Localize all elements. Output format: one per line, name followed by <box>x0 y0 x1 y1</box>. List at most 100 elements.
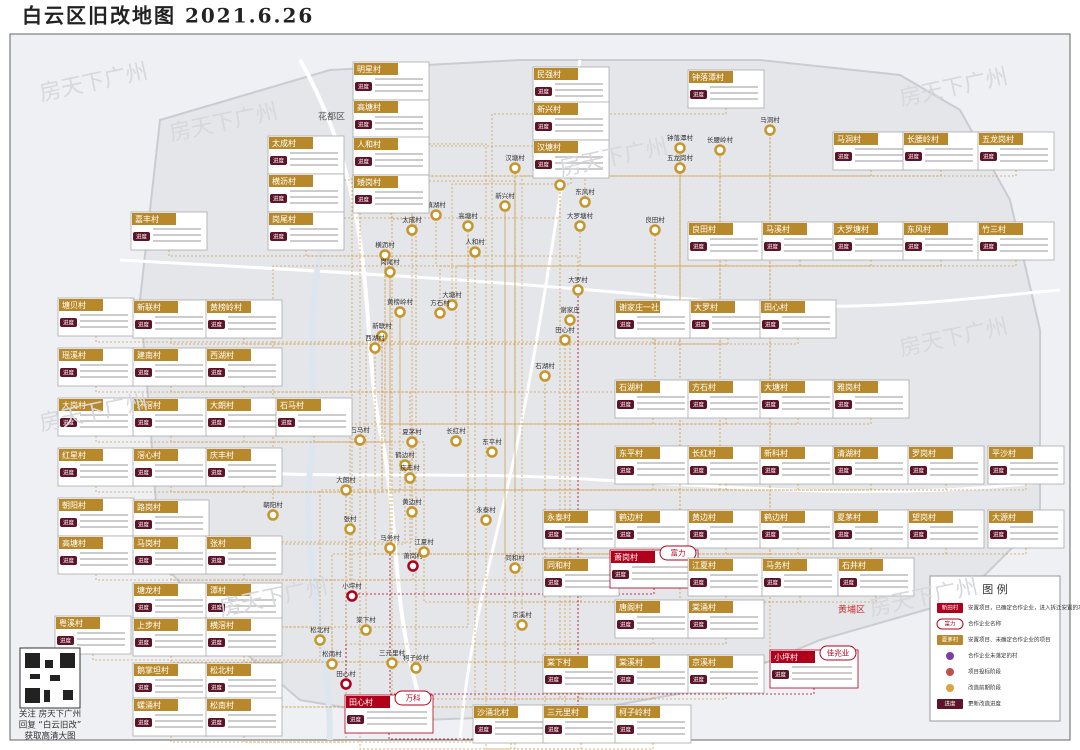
village-marker <box>649 224 661 236</box>
leader-line <box>439 260 872 313</box>
status-tag-text: 进度 <box>211 369 223 377</box>
status-tag <box>270 194 287 203</box>
status-tag <box>617 530 634 539</box>
callout-header <box>834 511 878 523</box>
village-label: 方石村 <box>430 298 450 307</box>
status-tag-text: 进度 <box>358 83 370 91</box>
callout-name: 清湖村 <box>837 448 861 458</box>
callout-name: 沙涌北村 <box>477 707 509 717</box>
leader-line <box>374 348 947 555</box>
qr-caption: 关注 房天下广州 <box>19 709 81 720</box>
village-label: 松北村 <box>310 625 330 634</box>
company-tag <box>394 690 432 706</box>
legend-sample-text: 夏茅村 <box>942 636 959 644</box>
status-tag-text: 进度 <box>620 621 632 629</box>
callout-header <box>59 399 103 411</box>
company-tag <box>659 545 697 561</box>
district-label: 黄埔区 <box>838 604 865 616</box>
legend-text: 合作企业未落定的村 <box>968 652 1018 660</box>
callout-name: 粤溪村 <box>59 618 83 628</box>
status-tag <box>762 530 779 539</box>
village-label: 长红村 <box>446 426 466 435</box>
village-marker <box>418 546 430 558</box>
callout-header <box>207 537 251 549</box>
callout-name: 松南村 <box>210 700 234 710</box>
legend-dot <box>946 684 954 692</box>
leader-line <box>170 621 333 664</box>
leader-line <box>451 178 572 305</box>
village-label: 鹤边村 <box>395 450 415 459</box>
callout-name: 萧岗村 <box>614 552 638 562</box>
callout-header <box>207 399 251 411</box>
status-tag <box>270 232 287 241</box>
callout-name: 同和村 <box>547 560 571 570</box>
callout-name: 汉塘村 <box>537 142 561 152</box>
status-tag <box>910 466 927 475</box>
leader-line <box>411 170 872 512</box>
leader-line <box>272 260 1017 515</box>
status-tag-text: 进度 <box>136 233 148 241</box>
qr-caption: 获取高清大图 <box>24 731 75 742</box>
callout-name: 鹅掌坦村 <box>137 665 169 675</box>
leader-line <box>514 168 799 491</box>
status-tag <box>133 232 150 241</box>
status-tag-text: 进度 <box>538 161 550 169</box>
river <box>305 218 333 741</box>
legend-sample <box>937 699 963 709</box>
callout-name: 横沥村 <box>272 176 296 186</box>
status-tag <box>535 160 552 169</box>
status-tag-text: 进度 <box>993 531 1005 539</box>
legend-sample-text: 富力 <box>944 620 955 628</box>
village-marker <box>410 662 422 674</box>
leader-line <box>305 174 393 663</box>
status-tag <box>135 520 152 529</box>
status-tag-text: 进度 <box>138 719 150 727</box>
status-tag-text: 进度 <box>350 716 362 724</box>
callout-name: 望岗村 <box>912 512 936 522</box>
leader-line <box>404 465 1027 491</box>
status-tag-text: 进度 <box>211 684 223 692</box>
village-label: 朝阳村 <box>263 500 283 509</box>
village-label: 田心村 <box>555 325 575 334</box>
status-tag-text: 进度 <box>63 557 75 565</box>
status-tag-text: 进度 <box>767 243 779 251</box>
callout-name: 鹤边村 <box>764 512 788 522</box>
status-tag <box>690 400 707 409</box>
leader-line <box>345 490 727 645</box>
status-tag <box>690 90 707 99</box>
legend-dot <box>946 652 954 660</box>
village-marker <box>539 370 551 382</box>
callout-header <box>354 101 398 113</box>
company-tag <box>819 645 857 661</box>
legend-sample <box>937 635 963 645</box>
status-tag <box>270 156 287 165</box>
callout-header <box>616 601 660 613</box>
status-tag-text: 进度 <box>620 676 632 684</box>
status-tag <box>980 152 997 161</box>
village-label: 柯子岭村 <box>403 653 430 662</box>
status-tag <box>690 466 707 475</box>
callout-header <box>544 656 588 668</box>
status-tag-text: 进度 <box>620 531 632 539</box>
status-tag-text: 进度 <box>273 233 285 241</box>
status-tag <box>208 368 225 377</box>
village-label: 京溪村 <box>512 610 532 619</box>
callout-name: 塘贝村 <box>62 300 86 310</box>
callout-header <box>689 447 733 459</box>
status-tag <box>910 530 927 539</box>
callout-header <box>132 213 176 225</box>
status-tag <box>835 242 852 251</box>
status-tag <box>60 468 77 477</box>
status-tag <box>617 466 634 475</box>
callout-name: 滘心村 <box>137 450 161 460</box>
callout-name: 平沙村 <box>992 448 1016 458</box>
legend-text: 项目投标阶段 <box>968 668 1002 676</box>
village-label: 东风村 <box>575 187 595 196</box>
status-tag <box>690 242 707 251</box>
status-tag <box>135 638 152 647</box>
callout-header <box>616 511 660 523</box>
callout-header <box>761 301 805 313</box>
callout-name: 大源村 <box>992 512 1016 522</box>
callout-name: 夏茅村 <box>837 512 861 522</box>
callout-header <box>834 447 878 459</box>
